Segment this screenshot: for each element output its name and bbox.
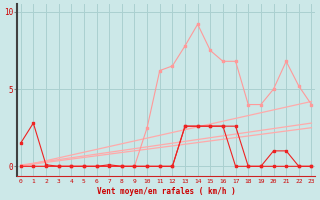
X-axis label: Vent moyen/en rafales ( km/h ): Vent moyen/en rafales ( km/h ) bbox=[97, 187, 236, 196]
